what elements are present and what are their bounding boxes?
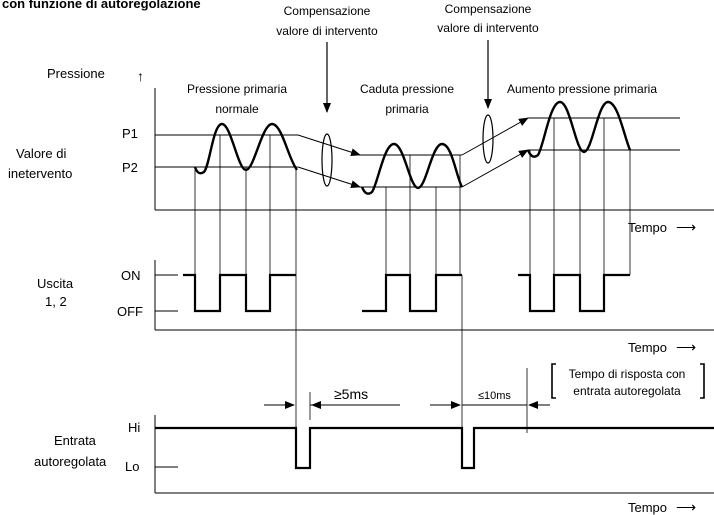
response-value: ≤10ms xyxy=(478,390,511,402)
compensation-note-left-line1: Compensazione xyxy=(284,4,371,18)
segment-normal-line2: normale xyxy=(215,102,259,116)
response-note-bracket-left xyxy=(551,363,556,399)
output-panel: Uscita 1, 2 ON OFF Tempo ⟶ xyxy=(37,260,714,355)
pressure-wave-rise xyxy=(526,100,632,158)
input-time-arrow-icon: ⟶ xyxy=(676,499,696,515)
output-signal-normal xyxy=(183,273,296,313)
pressure-time-label: Tempo xyxy=(628,220,667,235)
pressure-time-arrow-icon: ⟶ xyxy=(676,219,696,235)
pressure-wave-normal xyxy=(193,122,299,175)
compensation-ellipse-left xyxy=(321,133,333,187)
p1-shift-up-arrow xyxy=(461,117,529,156)
output-label-line2: 1, 2 xyxy=(45,294,67,309)
pressure-wave-drop xyxy=(360,142,464,195)
compensation-note-right: Compensazione valore di intervento xyxy=(437,2,539,109)
crossing-guides xyxy=(194,118,631,275)
lo-label: Lo xyxy=(125,459,139,474)
compensation-note-right-line1: Compensazione xyxy=(445,2,532,16)
on-label: ON xyxy=(121,268,141,283)
segment-normal-line1: Pressione primaria xyxy=(187,82,287,96)
compensation-note-right-line2: valore di intervento xyxy=(437,21,539,35)
output-time-label: Tempo xyxy=(628,340,667,355)
output-label-line1: Uscita xyxy=(37,276,74,291)
p2-label: P2 xyxy=(122,160,138,175)
compensation-ellipse-right xyxy=(482,114,494,164)
input-label-line2: autoregolata xyxy=(34,454,107,469)
pressure-panel: Pressione ↑ Valore di inetervento P1 P2 … xyxy=(8,66,714,235)
threshold-label-line2: inetervento xyxy=(8,166,72,181)
off-label: OFF xyxy=(117,304,143,319)
output-signal-drop xyxy=(362,273,462,313)
min-pulse-value: ≥5ms xyxy=(334,386,368,402)
threshold-label-line1: Valore di xyxy=(16,146,66,161)
input-panel: Entrata autoregolata Hi Lo Tempo ⟶ ≥5ms … xyxy=(34,363,714,515)
response-note-line1: Tempo di risposta con xyxy=(569,367,686,381)
output-time-arrow-icon: ⟶ xyxy=(676,339,696,355)
compensation-note-left: Compensazione valore di intervento xyxy=(276,4,378,113)
segment-drop-line1: Caduta pressione xyxy=(360,82,454,96)
input-signal xyxy=(155,426,714,470)
up-arrow-icon: ↑ xyxy=(137,68,144,84)
hi-label: Hi xyxy=(128,420,140,435)
response-note-bracket-right xyxy=(700,363,705,399)
input-time-label: Tempo xyxy=(628,500,667,515)
input-guides xyxy=(295,275,528,465)
p1-label: P1 xyxy=(122,126,138,141)
pressure-axis-label: Pressione xyxy=(47,66,105,81)
p2-shift-down-arrow xyxy=(297,166,361,189)
response-note-line2: entrata autoregolata xyxy=(573,384,681,398)
segment-rise-label: Aumento pressione primaria xyxy=(507,82,657,96)
segment-drop-line2: primaria xyxy=(385,102,429,116)
compensation-note-left-line2: valore di intervento xyxy=(276,24,378,38)
p2-shift-up-arrow xyxy=(461,149,529,188)
input-label-line1: Entrata xyxy=(54,433,97,448)
header-title: con funzione di autoregolazione xyxy=(2,0,201,11)
p1-shift-down-arrow xyxy=(297,134,361,157)
output-signal-rise xyxy=(518,273,630,313)
